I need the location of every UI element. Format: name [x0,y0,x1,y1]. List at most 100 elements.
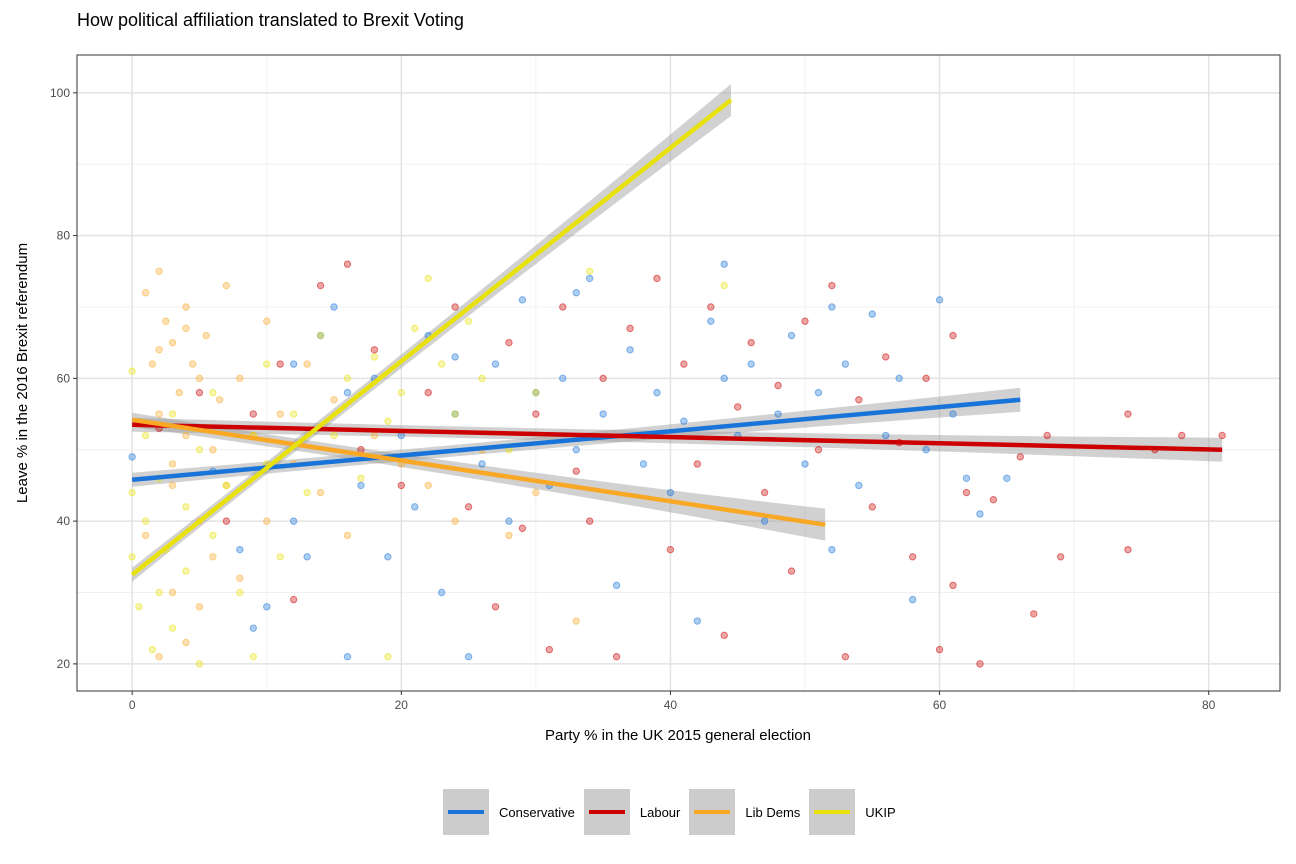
point-conservative [437,588,446,597]
x-tick-label: 80 [1202,698,1216,712]
point-labour [343,260,352,268]
point-labour [962,488,971,497]
point-conservative [855,481,863,490]
point-lib-dems [155,653,163,661]
point-ukip [128,367,136,375]
point-ukip [585,267,594,275]
point-lib-dems [155,267,163,275]
point-ukip [195,660,204,668]
point-labour [289,595,298,604]
point-conservative [868,310,876,318]
point-ukip [330,431,338,440]
point-lib-dems [155,410,163,418]
point-labour [585,517,594,525]
point-conservative [451,353,459,361]
point-labour [787,567,796,575]
point-lib-dems [202,331,210,340]
point-conservative [720,260,728,268]
point-labour [747,338,755,347]
point-lib-dems [209,553,217,561]
point-ukip [182,567,190,575]
point-conservative [585,274,594,283]
point-labour [572,467,580,475]
point-conservative [303,553,311,561]
y-tick-label: 60 [57,371,71,385]
legend-line-labour [588,810,625,814]
point-labour [707,303,715,311]
point-labour [693,460,702,468]
point-labour [935,645,944,654]
point-labour [464,503,473,511]
point-labour [316,281,325,290]
point-labour [908,553,917,561]
point-conservative [612,581,621,590]
point-conservative [976,510,984,518]
point-conservative [518,296,527,304]
legend-label-ukip: UKIP [865,804,896,820]
point-lib-dems [182,431,190,440]
legend-label-labour: Labour [639,804,681,820]
point-labour [949,331,957,340]
point-labour [626,324,634,333]
point-conservative [343,388,352,397]
point-lib-dems [572,617,580,625]
point-labour [720,631,728,640]
x-tick-label: 40 [664,698,678,712]
point-lib-dems [263,517,271,525]
point-labour [1030,610,1038,618]
x-tick-label: 0 [129,698,136,712]
point-labour [1043,431,1051,440]
legend-key-ukip [809,789,856,835]
plot-border [76,54,1281,692]
fit-line-conservative [131,397,1021,482]
point-labour [760,488,769,497]
point-labour [1016,453,1024,461]
point-conservative [666,488,675,497]
point-conservative [572,288,580,297]
point-labour [222,517,231,525]
point-lib-dems [532,488,540,497]
point-ukip [384,653,392,661]
point-conservative [828,545,836,554]
point-labour [491,603,500,611]
point-ukip [316,331,325,340]
point-conservative [639,460,648,468]
point-lib-dems [168,481,177,490]
point-lib-dems [209,446,217,454]
point-lib-dems [236,574,244,582]
point-conservative [464,653,473,661]
point-conservative [895,374,903,383]
point-conservative [787,331,796,340]
point-conservative [747,360,755,368]
point-conservative [908,595,917,604]
chart-title: How political affiliation translated to … [77,10,464,30]
point-labour [841,653,850,661]
x-axis-label: Party % in the UK 2015 general election [545,727,811,744]
point-labour [276,360,284,368]
point-conservative [707,317,715,325]
point-conservative [1003,474,1011,482]
point-labour [949,581,957,590]
fit-line-ukip [130,98,733,577]
point-ukip [148,645,157,654]
point-conservative [478,460,486,468]
point-conservative [760,517,769,525]
point-lib-dems [303,360,311,368]
point-conservative [263,603,271,611]
point-ukip [303,488,311,497]
point-labour [868,503,876,511]
point-conservative [128,453,136,461]
point-labour [828,281,836,290]
point-conservative [572,446,580,454]
point-lib-dems [168,338,177,347]
point-lib-dems [148,360,157,368]
legend-key-conservative [443,789,489,835]
point-labour [612,653,621,661]
point-labour [599,374,607,383]
point-lib-dems [141,531,150,540]
point-lib-dems [182,638,190,647]
point-conservative [720,374,728,383]
point-conservative [922,446,930,454]
point-labour [397,481,405,490]
